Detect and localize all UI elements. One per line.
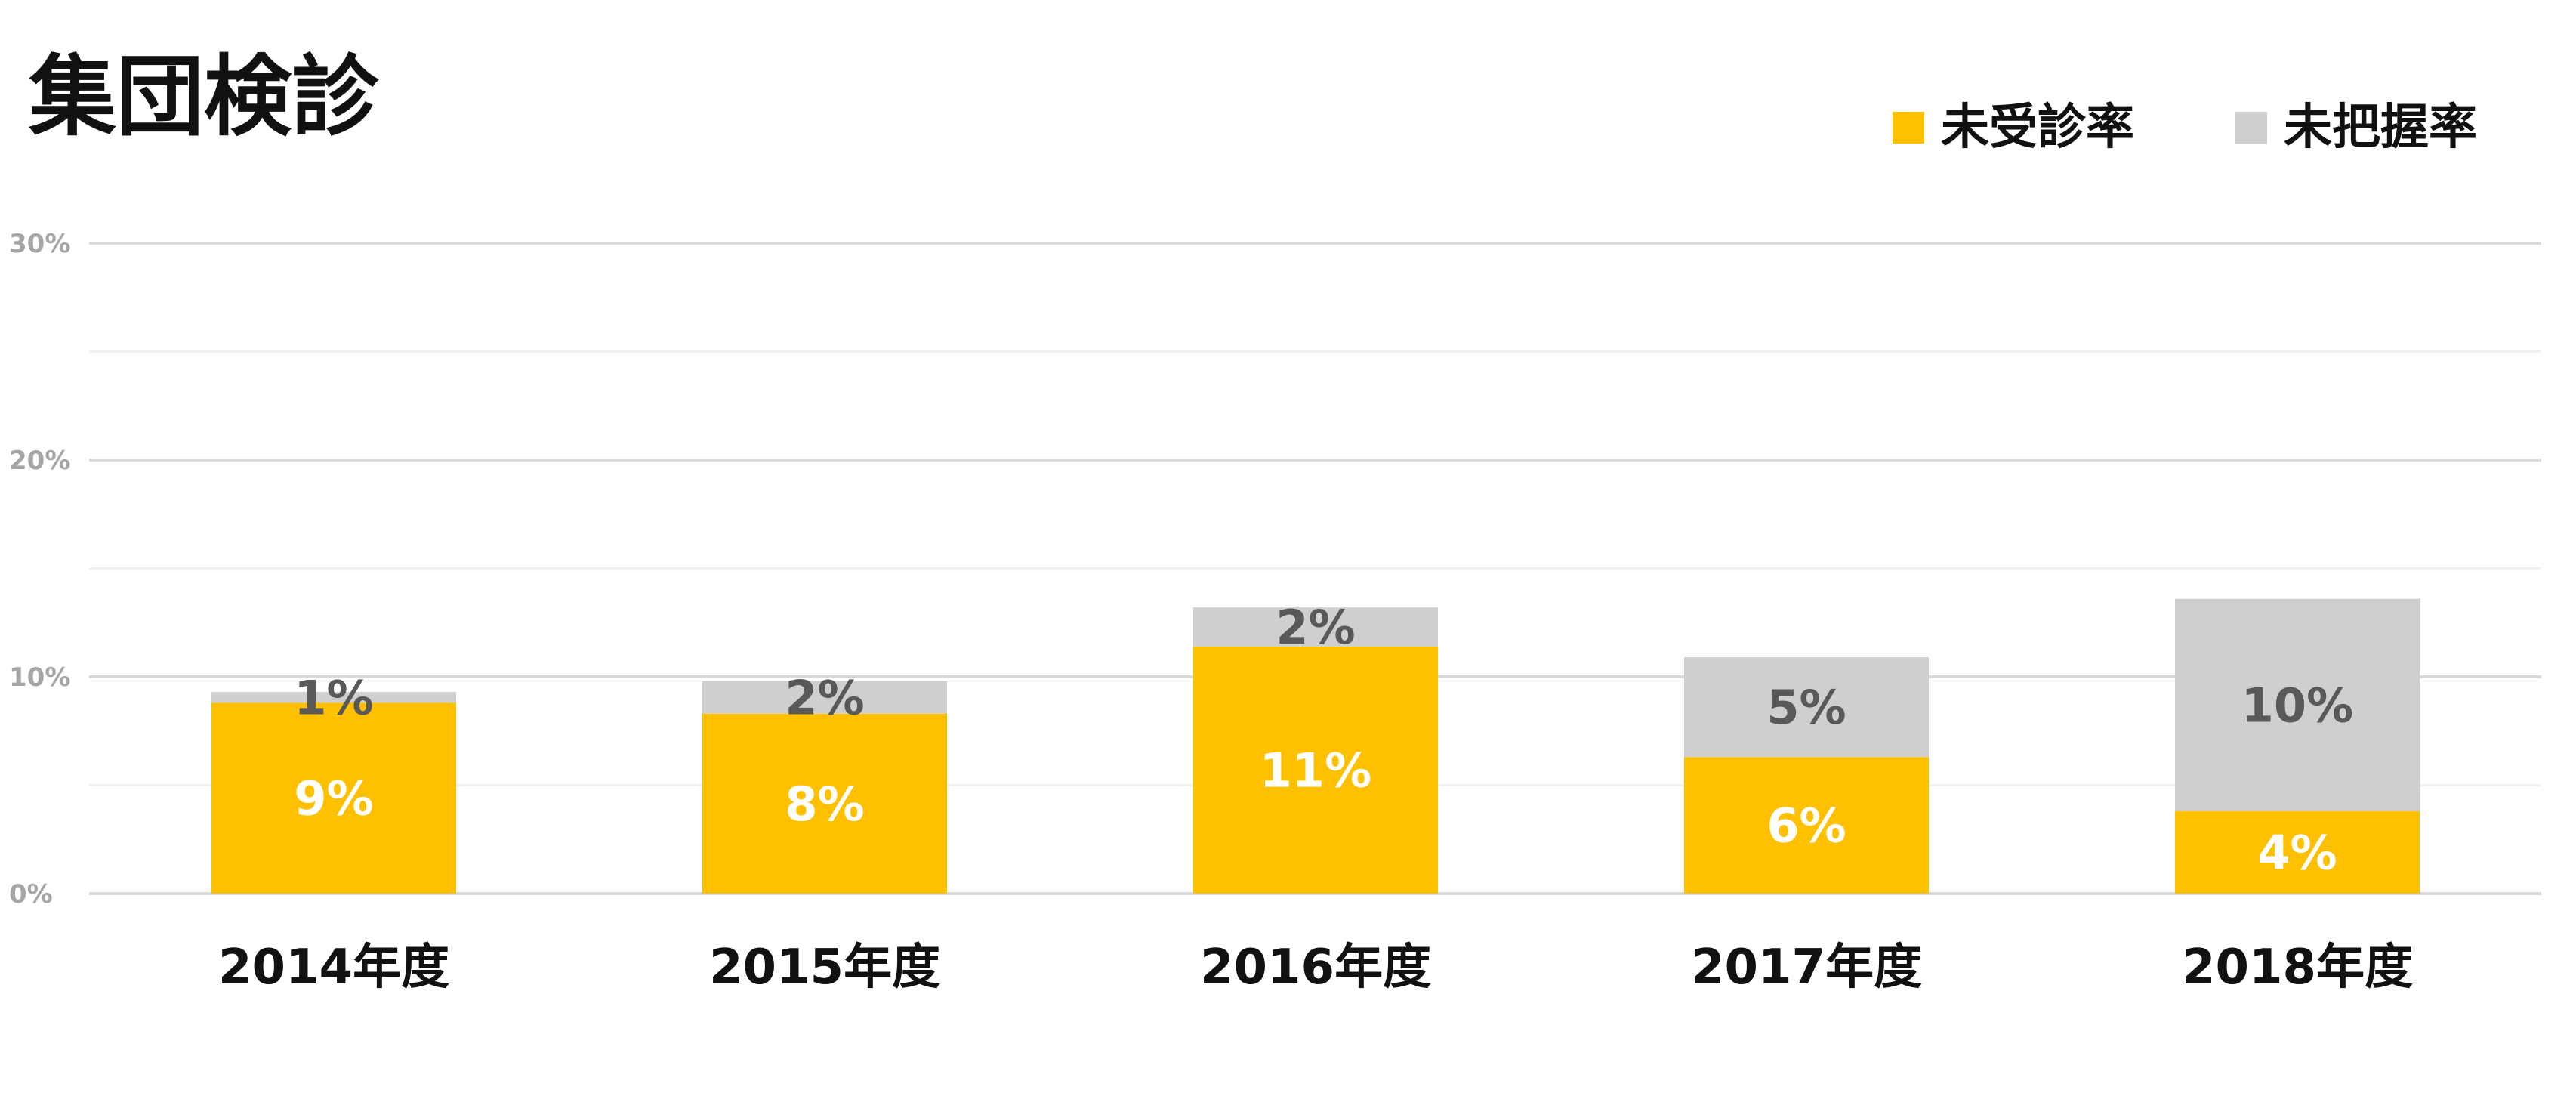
legend-swatch (2235, 112, 2267, 144)
y-tick-label: 30% (9, 229, 70, 259)
bar-segment (1684, 757, 1929, 894)
legend-swatch (1893, 112, 1924, 144)
bar-segment (1684, 657, 1929, 758)
data-label: 11% (1260, 743, 1371, 798)
bar-segment (1193, 607, 1438, 647)
data-label: 2% (785, 670, 864, 725)
data-labels: 9% 1% 8% 2% 11% 2% 6% 5% 4% 10% (294, 600, 2353, 880)
y-tick-label: 10% (9, 662, 70, 693)
y-axis-ticks: 0% 10% 20% 30% (9, 229, 70, 909)
x-axis-ticks: 2014年度 2015年度 2016年度 2017年度 2018年度 (218, 940, 2413, 996)
legend-label: 未受診率 (1941, 100, 2134, 156)
data-label: 9% (294, 771, 373, 826)
legend: 未受診率 未把握率 (1893, 100, 2477, 156)
bar-segment (1193, 646, 1438, 894)
chart-title: 集団検診 (28, 46, 380, 148)
bar-segment (2175, 598, 2420, 811)
x-tick-label: 2014年度 (218, 940, 449, 996)
y-tick-label: 0% (9, 879, 53, 909)
x-tick-label: 2015年度 (709, 940, 940, 996)
bar-segment (702, 713, 947, 894)
x-tick-label: 2017年度 (1691, 940, 1922, 996)
bars (211, 598, 2420, 894)
data-label: 4% (2257, 825, 2337, 880)
data-label: 10% (2241, 678, 2353, 733)
data-label: 6% (1766, 798, 1846, 854)
x-tick-label: 2016年度 (1200, 940, 1431, 996)
data-label: 2% (1276, 600, 1355, 655)
bar-segment (2175, 810, 2420, 894)
data-label: 5% (1766, 680, 1846, 735)
bar-segment (211, 692, 456, 703)
legend-label: 未把握率 (2284, 100, 2477, 156)
bar-segment (702, 681, 947, 714)
x-tick-label: 2018年度 (2182, 940, 2413, 996)
data-label: 1% (294, 670, 373, 725)
bar-segment (211, 702, 456, 894)
data-label: 8% (785, 777, 864, 832)
y-tick-label: 20% (9, 446, 70, 476)
